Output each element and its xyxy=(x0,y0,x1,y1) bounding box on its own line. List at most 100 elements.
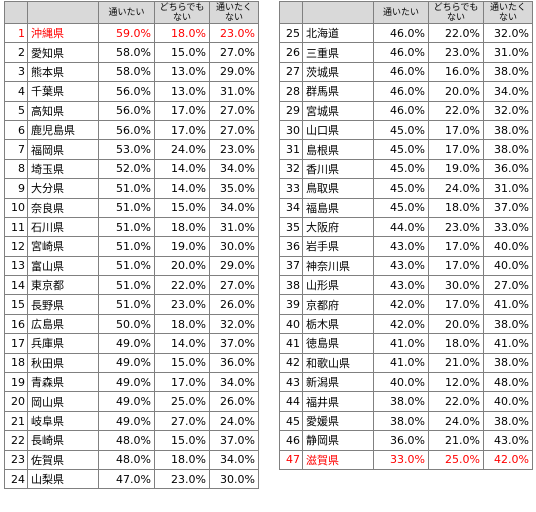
value-cell: 23.0% xyxy=(428,216,484,238)
header-cell: 通いたい xyxy=(373,1,429,24)
value-cell: 43.0% xyxy=(373,275,429,296)
table-row: 8 埼玉県 52.0% 14.0% 34.0% xyxy=(4,158,259,180)
ranking-table: 通いたい どちらでもない 通いたくない 1 沖縄県 59.0% 18.0% 23.0% 2 愛知… xyxy=(4,1,259,490)
value-cell: 22.0% xyxy=(428,22,484,44)
table-row: 2 愛知県 58.0% 15.0% 27.0% xyxy=(4,42,259,63)
table-row: 4 千葉県 56.0% 13.0% 31.0% xyxy=(4,81,259,102)
prefecture-cell: 愛知県 xyxy=(27,42,99,63)
rank-cell: 17 xyxy=(4,333,28,354)
prefecture-cell: 東京都 xyxy=(27,275,99,296)
rank-cell: 31 xyxy=(279,139,303,160)
prefecture-cell: 福井県 xyxy=(302,391,374,412)
prefecture-cell: 島根県 xyxy=(302,139,374,160)
table-row: 11 石川県 51.0% 18.0% 31.0% xyxy=(4,216,259,238)
rank-cell: 44 xyxy=(279,391,303,412)
value-cell: 49.0% xyxy=(98,372,155,393)
rank-cell: 10 xyxy=(4,197,28,218)
header-cell: 通いたくない xyxy=(483,1,533,24)
value-cell: 14.0% xyxy=(154,333,210,354)
prefecture-cell: 岡山県 xyxy=(27,391,99,412)
value-cell: 30.0% xyxy=(209,236,259,257)
prefecture-cell: 栃木県 xyxy=(302,313,374,335)
value-cell: 12.0% xyxy=(428,372,484,393)
ranking-table: 通いたい どちらでもない 通いたくない 25 北海道 46.0% 22.0% 32.0% 26… xyxy=(279,1,533,470)
value-cell: 23.0% xyxy=(154,294,210,315)
table-row: 41 徳島県 41.0% 18.0% 41.0% xyxy=(279,333,533,354)
value-cell: 24.0% xyxy=(428,178,484,199)
rank-cell: 35 xyxy=(279,216,303,238)
prefecture-cell: 宮崎県 xyxy=(27,236,99,257)
value-cell: 18.0% xyxy=(154,22,210,44)
prefecture-cell: 長崎県 xyxy=(27,430,99,451)
value-cell: 27.0% xyxy=(209,42,259,63)
value-cell: 14.0% xyxy=(154,158,210,180)
rank-cell: 33 xyxy=(279,178,303,199)
value-cell: 56.0% xyxy=(98,119,155,141)
prefecture-cell: 滋賀県 xyxy=(302,449,374,470)
prefecture-cell: 青森県 xyxy=(27,372,99,393)
prefecture-cell: 和歌山県 xyxy=(302,352,374,374)
value-cell: 33.0% xyxy=(373,449,429,470)
prefecture-cell: 高知県 xyxy=(27,100,99,121)
rank-cell: 40 xyxy=(279,313,303,335)
table-row: 31 島根県 45.0% 17.0% 38.0% xyxy=(279,139,533,160)
value-cell: 31.0% xyxy=(209,216,259,238)
value-cell: 25.0% xyxy=(428,449,484,470)
rank-cell: 45 xyxy=(279,410,303,432)
table-row: 6 鹿児島県 56.0% 17.0% 27.0% xyxy=(4,119,259,141)
table-row: 1 沖縄県 59.0% 18.0% 23.0% xyxy=(4,22,259,44)
table-row: 30 山口県 45.0% 17.0% 38.0% xyxy=(279,119,533,141)
value-cell: 40.0% xyxy=(483,255,533,277)
value-cell: 38.0% xyxy=(483,313,533,335)
prefecture-cell: 岩手県 xyxy=(302,236,374,257)
value-cell: 46.0% xyxy=(373,100,429,121)
header-cell: どちらでもない xyxy=(428,1,484,24)
value-cell: 42.0% xyxy=(373,313,429,335)
value-cell: 38.0% xyxy=(483,61,533,83)
value-cell: 31.0% xyxy=(483,178,533,199)
rank-cell: 46 xyxy=(279,430,303,451)
table-row: 12 宮崎県 51.0% 19.0% 30.0% xyxy=(4,236,259,257)
value-cell: 47.0% xyxy=(98,468,155,490)
value-cell: 24.0% xyxy=(428,410,484,432)
header-row: 通いたい どちらでもない 通いたくない xyxy=(4,1,259,24)
table-row: 3 熊本県 58.0% 13.0% 29.0% xyxy=(4,61,259,83)
rank-cell: 1 xyxy=(4,22,28,44)
value-cell: 20.0% xyxy=(154,255,210,277)
value-cell: 23.0% xyxy=(209,22,259,44)
value-cell: 49.0% xyxy=(98,333,155,354)
value-cell: 30.0% xyxy=(209,468,259,490)
value-cell: 32.0% xyxy=(209,313,259,335)
table-row: 15 長野県 51.0% 23.0% 26.0% xyxy=(4,294,259,315)
rank-cell: 41 xyxy=(279,333,303,354)
table-row: 9 大分県 51.0% 14.0% 35.0% xyxy=(4,178,259,199)
value-cell: 34.0% xyxy=(209,197,259,218)
value-cell: 16.0% xyxy=(428,61,484,83)
table-row: 19 青森県 49.0% 17.0% 34.0% xyxy=(4,372,259,393)
header-cell: どちらでもない xyxy=(154,1,210,24)
table-row: 18 秋田県 49.0% 15.0% 36.0% xyxy=(4,352,259,374)
value-cell: 36.0% xyxy=(209,352,259,374)
value-cell: 17.0% xyxy=(154,100,210,121)
value-cell: 33.0% xyxy=(483,216,533,238)
prefecture-cell: 佐賀県 xyxy=(27,449,99,470)
header-cell xyxy=(279,1,303,24)
prefecture-cell: 兵庫県 xyxy=(27,333,99,354)
rank-cell: 25 xyxy=(279,22,303,44)
prefecture-cell: 北海道 xyxy=(302,22,374,44)
value-cell: 51.0% xyxy=(98,197,155,218)
table-row: 5 高知県 56.0% 17.0% 27.0% xyxy=(4,100,259,121)
value-cell: 49.0% xyxy=(98,391,155,412)
value-cell: 48.0% xyxy=(98,430,155,451)
value-cell: 27.0% xyxy=(209,119,259,141)
value-cell: 34.0% xyxy=(209,449,259,470)
rank-cell: 23 xyxy=(4,449,28,470)
table-row: 16 広島県 50.0% 18.0% 32.0% xyxy=(4,313,259,335)
table-row: 42 和歌山県 41.0% 21.0% 38.0% xyxy=(279,352,533,374)
table-row: 23 佐賀県 48.0% 18.0% 34.0% xyxy=(4,449,259,470)
value-cell: 51.0% xyxy=(98,255,155,277)
rank-cell: 32 xyxy=(279,158,303,180)
value-cell: 53.0% xyxy=(98,139,155,160)
rank-cell: 6 xyxy=(4,119,28,141)
